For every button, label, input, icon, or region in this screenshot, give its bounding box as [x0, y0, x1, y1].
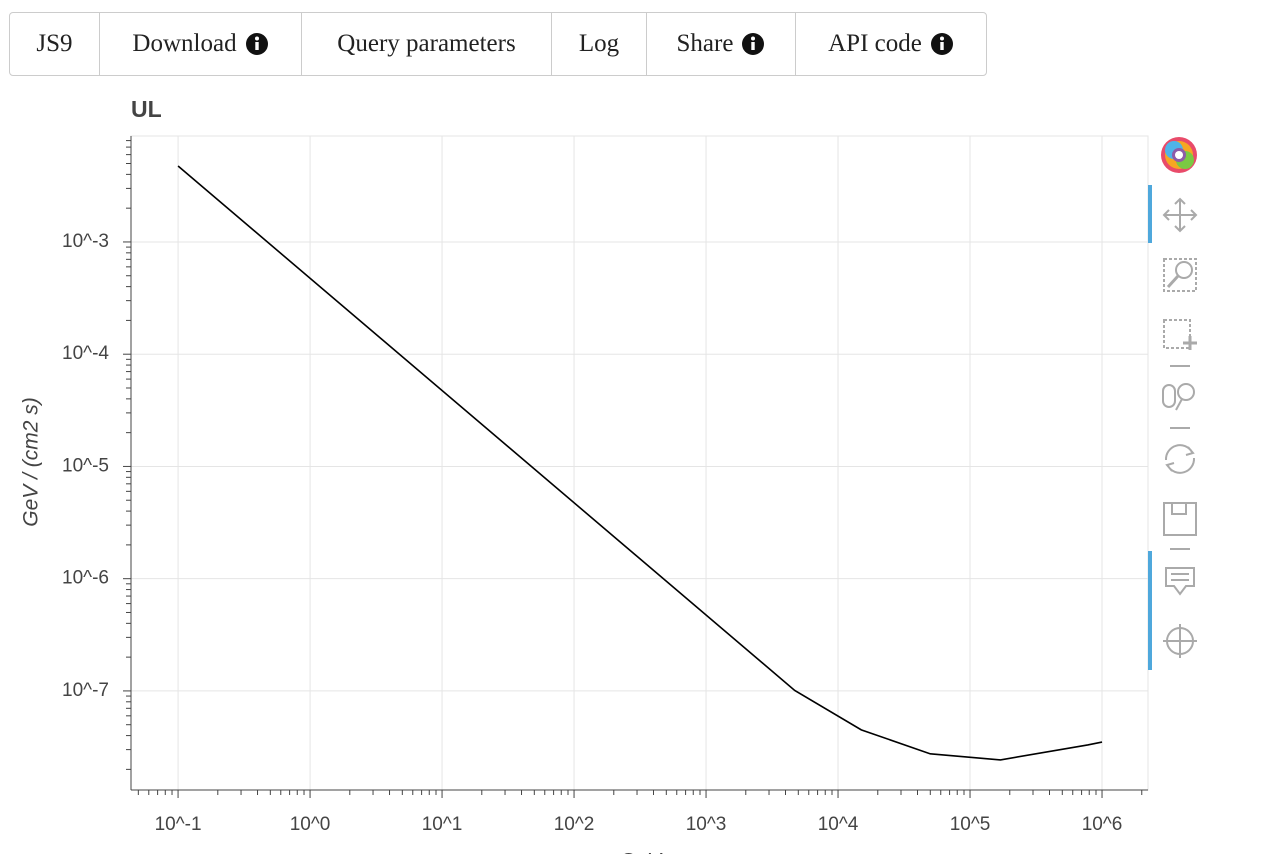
active-indicator [1148, 185, 1152, 243]
tab[interactable]: Query parameters [302, 13, 552, 75]
tab-label: JS9 [36, 30, 73, 57]
y-tick-label: 10^-7 [62, 680, 109, 701]
hover-tool[interactable] [1165, 567, 1195, 596]
y-tick-label: 10^-4 [62, 343, 109, 364]
tab-bar: JS9 Download Query parameters Log Share … [9, 12, 987, 76]
tab[interactable]: Log [552, 13, 647, 75]
x-tick-label: 10^-1 [155, 814, 202, 835]
active-indicator [1148, 551, 1152, 670]
x-tick-label: 10^3 [686, 814, 727, 835]
wheel-zoom-tool[interactable] [1162, 383, 1195, 411]
info-icon [930, 33, 953, 55]
x-tick-label: 10^2 [554, 814, 595, 835]
info-icon [245, 33, 268, 55]
data-line [177, 165, 1103, 761]
tab[interactable]: Share [647, 13, 796, 75]
info-icon [742, 33, 765, 55]
box-zoom-tool[interactable] [1163, 258, 1197, 292]
y-axis-label: GeV / (cm2 s) [20, 397, 43, 527]
pan-tool[interactable] [1162, 197, 1198, 233]
save-tool[interactable] [1163, 502, 1197, 536]
tab-label: API code [828, 30, 922, 57]
x-tick-label: 10^4 [818, 814, 859, 835]
box-select-tool[interactable] [1163, 319, 1197, 350]
y-tick-label: 10^-6 [62, 568, 109, 589]
toolbar [1148, 137, 1198, 670]
crosshair-tool[interactable] [1163, 624, 1197, 658]
tab[interactable]: API code [796, 13, 986, 75]
x-tick-label: 10^5 [950, 814, 991, 835]
reset-tool[interactable] [1164, 444, 1196, 474]
x-tick-label: 10^6 [1082, 814, 1123, 835]
tab[interactable]: Download [100, 13, 302, 75]
tab[interactable]: JS9 [10, 13, 100, 75]
x-axis-label: GeV [619, 850, 663, 854]
x-tick-label: 10^1 [422, 814, 463, 835]
x-tick-label: 10^0 [290, 814, 331, 835]
bokeh-logo [1161, 137, 1197, 173]
chart-title: UL [131, 96, 162, 122]
tab-label: Log [578, 30, 620, 57]
tab-label: Query parameters [337, 30, 516, 57]
tab-label: Download [132, 30, 237, 57]
plot-frame [130, 135, 1149, 791]
y-tick-label: 10^-5 [62, 455, 109, 476]
tab-label: Share [676, 30, 734, 57]
y-tick-label: 10^-3 [62, 231, 109, 252]
